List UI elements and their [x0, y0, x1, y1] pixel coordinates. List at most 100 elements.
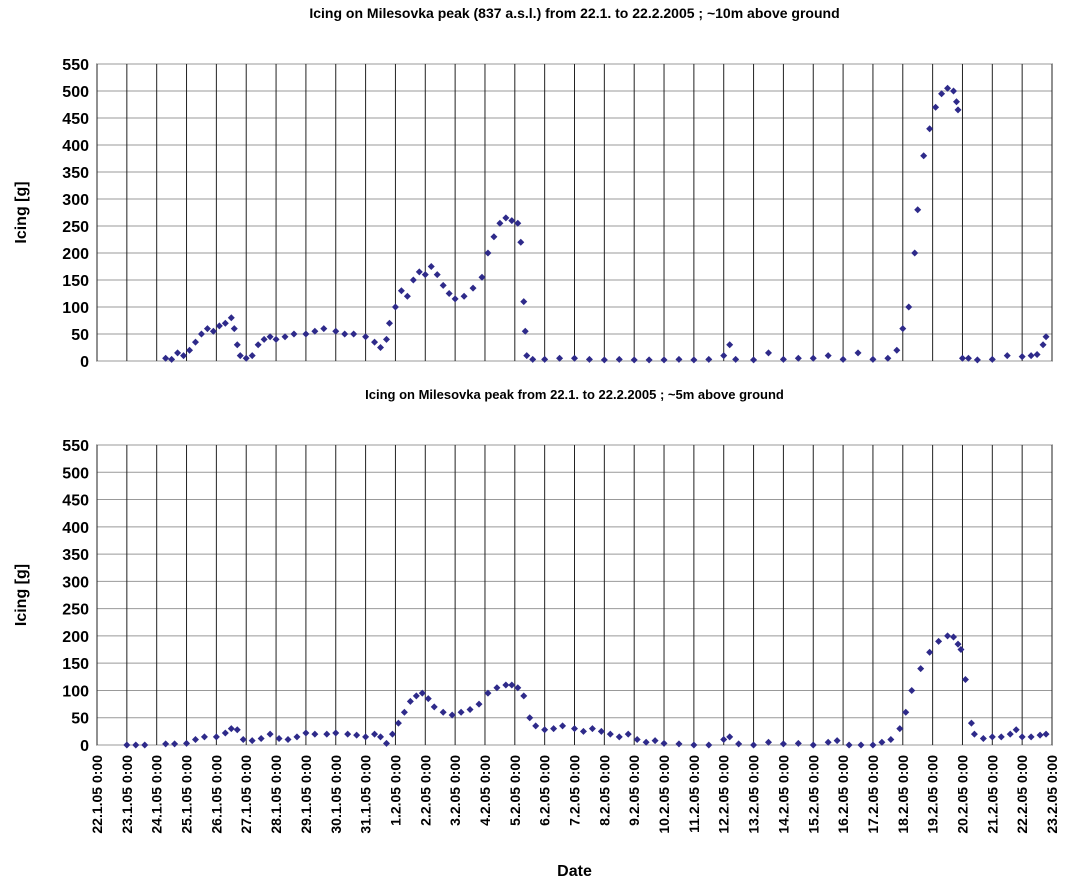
x-tick-label: 5.2.05 0:00	[507, 755, 523, 826]
x-tick-label: 12.2.05 0:00	[716, 755, 732, 834]
x-tick-label: 22.2.05 0:00	[1014, 755, 1030, 834]
data-point	[1033, 351, 1041, 359]
data-point	[606, 730, 614, 738]
data-point	[180, 352, 188, 360]
data-point	[221, 729, 229, 737]
data-point	[371, 338, 379, 346]
data-point	[597, 727, 605, 735]
x-tick-label: 23.2.05 0:00	[1044, 755, 1060, 834]
data-point	[341, 330, 349, 338]
data-point	[1012, 726, 1020, 734]
data-point	[950, 87, 958, 95]
data-point	[236, 352, 244, 360]
data-point	[917, 665, 925, 673]
x-tick-label: 24.1.05 0:00	[149, 755, 165, 834]
data-point	[391, 303, 399, 311]
data-point	[944, 84, 952, 92]
data-point	[869, 355, 877, 363]
data-point	[1018, 733, 1026, 741]
data-point	[311, 730, 319, 738]
data-point	[457, 708, 465, 716]
data-point	[624, 730, 632, 738]
data-point	[353, 731, 361, 739]
data-point	[141, 741, 149, 749]
data-point	[502, 214, 510, 222]
data-point	[439, 708, 447, 716]
y-tick-label: 150	[62, 656, 89, 673]
x-tick-label: 23.1.05 0:00	[119, 755, 135, 834]
data-point	[764, 738, 772, 746]
data-point	[902, 708, 910, 716]
y-tick-label: 250	[62, 219, 89, 236]
y-tick-label: 300	[62, 192, 89, 209]
data-point	[517, 238, 525, 246]
data-point	[203, 325, 211, 333]
data-point	[705, 741, 713, 749]
x-tick-label: 28.1.05 0:00	[268, 755, 284, 834]
y-tick-label: 0	[80, 354, 89, 371]
data-point	[191, 338, 199, 346]
y-tick-label: 100	[62, 300, 89, 317]
y-tick-label: 50	[71, 711, 89, 728]
data-point	[162, 740, 170, 748]
y-tick-label: 50	[71, 327, 89, 344]
data-point	[779, 355, 787, 363]
chart-title: Icing on Milesovka peak from 22.1. to 22…	[365, 387, 784, 402]
data-point	[332, 327, 340, 335]
x-tick-label: 18.2.05 0:00	[895, 755, 911, 834]
x-tick-label: 13.2.05 0:00	[746, 755, 762, 834]
data-point	[615, 355, 623, 363]
data-point	[239, 736, 247, 744]
data-point	[248, 352, 256, 360]
data-point	[935, 637, 943, 645]
x-tick-label: 25.1.05 0:00	[179, 755, 195, 834]
y-tick-label: 450	[62, 111, 89, 128]
data-point	[197, 330, 205, 338]
y-axis-label: Icing [g]	[13, 564, 30, 626]
data-point	[427, 263, 435, 270]
data-point	[961, 676, 969, 684]
data-point	[493, 684, 501, 692]
data-point	[541, 355, 549, 363]
data-point	[954, 640, 962, 648]
data-point	[630, 356, 638, 364]
data-point	[221, 319, 229, 327]
data-point	[275, 734, 283, 742]
data-point	[227, 725, 235, 733]
data-point	[430, 703, 438, 711]
data-point	[615, 733, 623, 741]
data-point	[705, 355, 713, 363]
data-point	[508, 217, 516, 225]
data-point	[857, 741, 865, 749]
data-point	[484, 689, 492, 697]
data-point	[242, 354, 250, 362]
data-point	[1039, 341, 1047, 349]
data-point	[675, 355, 683, 363]
data-point	[523, 352, 531, 360]
data-point	[520, 298, 528, 306]
data-point	[944, 632, 952, 640]
data-point	[415, 268, 423, 276]
data-point	[884, 354, 892, 362]
data-point	[824, 738, 832, 746]
data-point	[660, 356, 668, 364]
data-point	[526, 714, 534, 722]
data-point	[908, 686, 916, 694]
x-tick-label: 8.2.05 0:00	[596, 755, 612, 826]
data-point	[726, 341, 734, 349]
data-point	[323, 730, 331, 738]
data-point	[409, 276, 417, 284]
data-point	[520, 692, 528, 700]
data-point	[1018, 353, 1026, 361]
data-point	[460, 292, 468, 300]
data-point	[735, 740, 743, 748]
data-point	[212, 733, 220, 741]
x-tick-label: 4.2.05 0:00	[477, 755, 493, 826]
data-point	[502, 681, 510, 689]
data-point	[957, 646, 965, 654]
data-point	[914, 206, 922, 214]
data-point	[1006, 730, 1014, 738]
data-point	[362, 333, 370, 341]
data-point	[514, 219, 522, 227]
data-point	[585, 355, 593, 363]
